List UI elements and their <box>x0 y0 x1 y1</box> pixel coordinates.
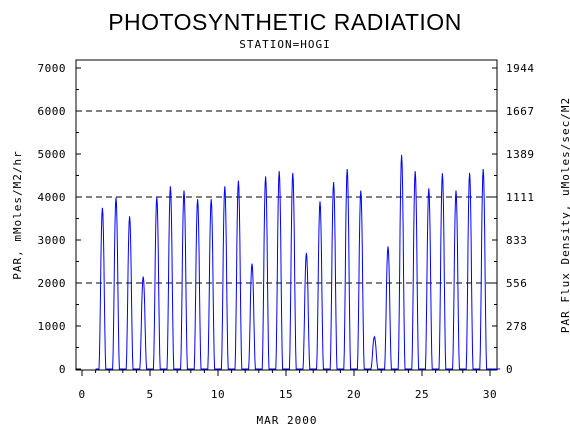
series-layer <box>95 154 501 370</box>
par-series-line <box>95 154 501 370</box>
y-tick-label: 0 <box>59 363 66 376</box>
x-tick-label: 20 <box>347 388 361 401</box>
y2-axis-label: PAR Flux Density, uMoles/sec/M2 <box>559 97 570 333</box>
y2-tick-label: 1667 <box>506 105 535 118</box>
y2-tick-label: 833 <box>506 234 527 247</box>
y-tick-label: 6000 <box>38 105 67 118</box>
y-tick-label: 2000 <box>38 277 67 290</box>
y2-tick-label: 0 <box>506 363 513 376</box>
y2-tick-label: 1111 <box>506 191 535 204</box>
x-tick-label: 10 <box>211 388 225 401</box>
chart-subtitle: STATION=HOGI <box>239 38 330 51</box>
y-tick-label: 1000 <box>38 320 67 333</box>
y2-tick-label: 1389 <box>506 148 535 161</box>
y-tick-label: 5000 <box>38 148 67 161</box>
grid-layer <box>76 110 497 284</box>
chart-title: PHOTOSYNTHETIC RADIATION <box>108 9 462 35</box>
y2-tick-label: 278 <box>506 320 527 333</box>
x-tick-label: 30 <box>483 388 497 401</box>
x-tick-label: 0 <box>78 388 85 401</box>
y-tick-label: 4000 <box>38 191 67 204</box>
y-axis-label: PAR, mMoles/M2/hr <box>11 150 24 280</box>
x-tick-label: 5 <box>146 388 153 401</box>
y2-tick-label: 556 <box>506 277 527 290</box>
y2-tick-label: 1944 <box>506 62 535 75</box>
plot-frame <box>75 59 498 371</box>
x-tick-label: 15 <box>279 388 293 401</box>
x-axis-label: MAR 2000 <box>257 414 318 427</box>
y-tick-label: 3000 <box>38 234 67 247</box>
x-tick-label: 25 <box>415 388 429 401</box>
y-tick-label: 7000 <box>38 62 67 75</box>
